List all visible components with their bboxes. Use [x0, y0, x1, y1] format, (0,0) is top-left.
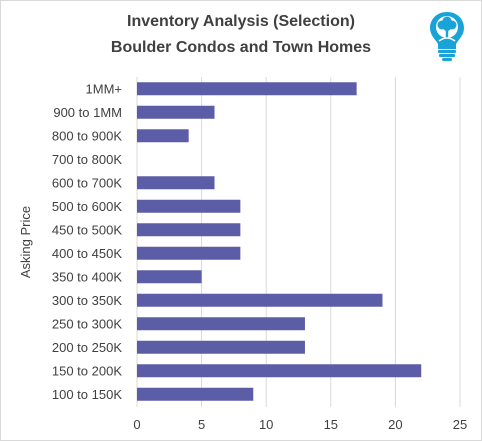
y-tick-label: 900 to 1MM	[53, 105, 122, 120]
y-tick-label: 500 to 600K	[52, 199, 122, 214]
bar	[137, 199, 241, 213]
x-tick-label: 0	[133, 417, 140, 432]
y-tick-label: 250 to 300K	[52, 316, 122, 331]
y-tick-label: 300 to 350K	[52, 293, 122, 308]
chart-subtitle: Boulder Condos and Town Homes	[110, 39, 372, 56]
x-tick-label: 20	[388, 417, 402, 432]
bar	[137, 246, 241, 260]
y-axis-title: Asking Price	[18, 206, 33, 278]
bar	[137, 364, 422, 378]
y-tick-label: 1MM+	[86, 81, 122, 96]
bar	[137, 387, 254, 401]
bar	[137, 223, 241, 237]
y-tick-label: 450 to 500K	[52, 222, 122, 237]
y-tick-label: 800 to 900K	[52, 128, 122, 143]
bar	[137, 82, 357, 96]
x-tick-label: 25	[453, 417, 467, 432]
bar	[137, 105, 215, 119]
bar	[137, 317, 305, 331]
bar	[137, 340, 305, 354]
y-tick-label: 100 to 150K	[52, 387, 122, 402]
x-tick-label: 5	[198, 417, 205, 432]
x-tick-label: 10	[259, 417, 273, 432]
y-tick-label: 400 to 450K	[52, 246, 122, 261]
y-tick-label: 600 to 700K	[52, 175, 122, 190]
y-tick-label: 200 to 250K	[52, 340, 122, 355]
bar	[137, 293, 383, 307]
y-tick-label: 350 to 400K	[52, 269, 122, 284]
y-tick-label: 150 to 200K	[52, 363, 122, 378]
lightbulb-tree-logo	[430, 12, 464, 61]
bar	[137, 176, 215, 190]
y-tick-label: 700 to 800K	[52, 152, 122, 167]
chart-title: Inventory Analysis (Selection)	[127, 13, 355, 30]
bar	[137, 270, 202, 284]
x-tick-label: 15	[324, 417, 338, 432]
bar	[137, 129, 189, 143]
